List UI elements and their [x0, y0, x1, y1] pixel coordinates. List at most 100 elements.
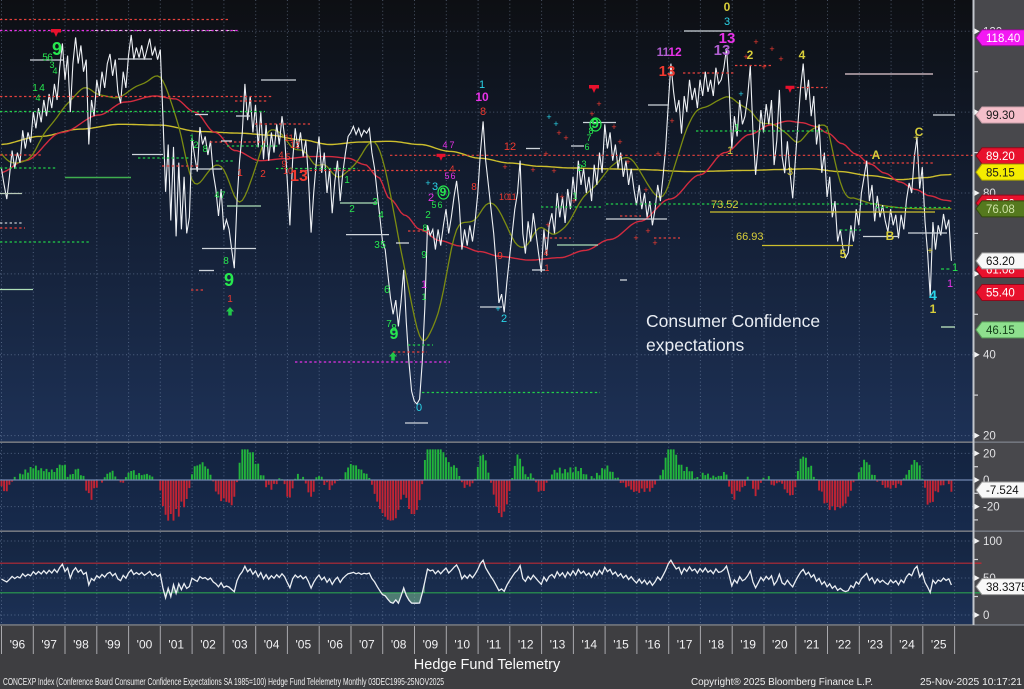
svg-text:+: + [769, 44, 774, 54]
svg-text:'10: '10 [454, 638, 470, 652]
svg-text:'22: '22 [836, 638, 852, 652]
svg-text:3: 3 [724, 16, 730, 28]
svg-text:'18: '18 [709, 638, 725, 652]
svg-text:2: 2 [501, 313, 507, 325]
svg-text:+: + [643, 185, 648, 195]
svg-text:+: + [761, 62, 766, 72]
svg-text:'12: '12 [518, 638, 534, 652]
svg-text:5: 5 [840, 247, 847, 261]
svg-text:'23: '23 [867, 638, 883, 652]
svg-text:4: 4 [799, 48, 806, 62]
svg-text:+: + [589, 109, 594, 119]
svg-text:7: 7 [586, 133, 591, 143]
svg-text:'16: '16 [645, 638, 661, 652]
svg-text:12: 12 [504, 141, 516, 153]
svg-text:1: 1 [344, 175, 350, 186]
svg-text:4: 4 [35, 93, 40, 103]
svg-text:1: 1 [32, 83, 38, 94]
svg-text:12: 12 [290, 140, 300, 150]
svg-text:2: 2 [577, 163, 582, 173]
svg-text:A: A [872, 148, 881, 162]
svg-text:+: + [738, 89, 743, 99]
svg-text:2: 2 [260, 169, 266, 180]
svg-text:+: + [645, 226, 650, 236]
svg-text:20: 20 [983, 448, 996, 460]
svg-text:1: 1 [572, 191, 577, 201]
svg-text:'13: '13 [550, 638, 566, 652]
svg-text:8: 8 [480, 106, 486, 118]
svg-text:2: 2 [428, 192, 434, 204]
svg-text:6: 6 [450, 171, 455, 181]
svg-text:+: + [502, 162, 507, 172]
svg-text:4: 4 [52, 66, 57, 76]
svg-text:+: + [913, 133, 919, 144]
svg-text:'97: '97 [41, 638, 57, 652]
svg-text:3: 3 [787, 166, 793, 178]
svg-text:'00: '00 [137, 638, 153, 652]
svg-text:8: 8 [471, 182, 477, 193]
svg-text:13: 13 [719, 30, 736, 47]
svg-text:4: 4 [278, 150, 283, 160]
svg-text:+: + [495, 304, 500, 314]
svg-text:13: 13 [290, 168, 308, 185]
svg-text:2: 2 [349, 204, 355, 215]
svg-text:5: 5 [431, 200, 436, 210]
svg-text:2: 2 [747, 48, 754, 62]
svg-text:+: + [617, 137, 622, 147]
svg-text:5: 5 [444, 171, 449, 181]
svg-text:66.93: 66.93 [736, 231, 764, 243]
svg-text:6: 6 [584, 142, 589, 152]
svg-text:'08: '08 [391, 638, 407, 652]
svg-text:9: 9 [52, 39, 62, 59]
svg-text:+: + [778, 54, 783, 64]
svg-text:4: 4 [449, 164, 454, 174]
svg-text:89.20: 89.20 [986, 151, 1015, 163]
svg-text:+: + [571, 196, 576, 206]
svg-text:9: 9 [497, 251, 503, 262]
svg-text:6: 6 [437, 200, 442, 210]
svg-text:9: 9 [224, 270, 234, 290]
svg-text:B: B [886, 229, 895, 243]
svg-text:3: 3 [372, 197, 378, 208]
svg-text:'02: '02 [200, 638, 216, 652]
svg-text:8: 8 [422, 223, 427, 233]
svg-text:12: 12 [668, 45, 682, 59]
svg-text:73.52: 73.52 [711, 199, 739, 211]
svg-text:'03: '03 [232, 638, 248, 652]
svg-text:-7.524: -7.524 [986, 485, 1019, 497]
svg-text:+: + [669, 116, 674, 126]
svg-text:11: 11 [284, 133, 293, 143]
svg-text:Copyright® 2025 Bloomberg Fina: Copyright® 2025 Bloomberg Finance L.P. [691, 676, 873, 688]
svg-text:1: 1 [734, 123, 740, 134]
svg-text:expectations: expectations [646, 335, 745, 355]
svg-text:'96: '96 [10, 638, 26, 652]
svg-text:4: 4 [39, 83, 45, 94]
svg-text:4: 4 [442, 140, 447, 150]
svg-text:+: + [652, 238, 657, 248]
svg-text:2: 2 [425, 210, 431, 221]
svg-text:CONCEXP Index (Conference Boar: CONCEXP Index (Conference Board Consumer… [3, 676, 444, 688]
svg-text:+: + [556, 128, 561, 138]
svg-text:'07: '07 [359, 638, 375, 652]
svg-text:10: 10 [283, 166, 293, 176]
svg-text:11: 11 [507, 192, 516, 202]
svg-text:Hedge Fund Telemetry: Hedge Fund Telemetry [414, 657, 561, 673]
svg-text:'19: '19 [740, 638, 756, 652]
svg-text:11: 11 [657, 45, 670, 59]
svg-text:13: 13 [714, 42, 731, 59]
svg-text:8: 8 [202, 144, 207, 154]
svg-text:9: 9 [390, 326, 399, 343]
svg-text:3: 3 [374, 240, 380, 251]
svg-text:7: 7 [220, 190, 225, 200]
svg-text:4: 4 [543, 248, 548, 258]
svg-text:7: 7 [449, 140, 454, 150]
svg-text:1: 1 [947, 278, 953, 290]
svg-text:'25: '25 [931, 638, 947, 652]
svg-text:C: C [915, 125, 924, 139]
svg-text:1: 1 [227, 294, 233, 305]
svg-text:'98: '98 [73, 638, 89, 652]
svg-text:63.20: 63.20 [986, 256, 1015, 268]
svg-text:'20: '20 [772, 638, 788, 652]
svg-text:25-Nov-2025 10:17:21: 25-Nov-2025 10:17:21 [920, 676, 1022, 688]
svg-text:7: 7 [386, 319, 392, 330]
